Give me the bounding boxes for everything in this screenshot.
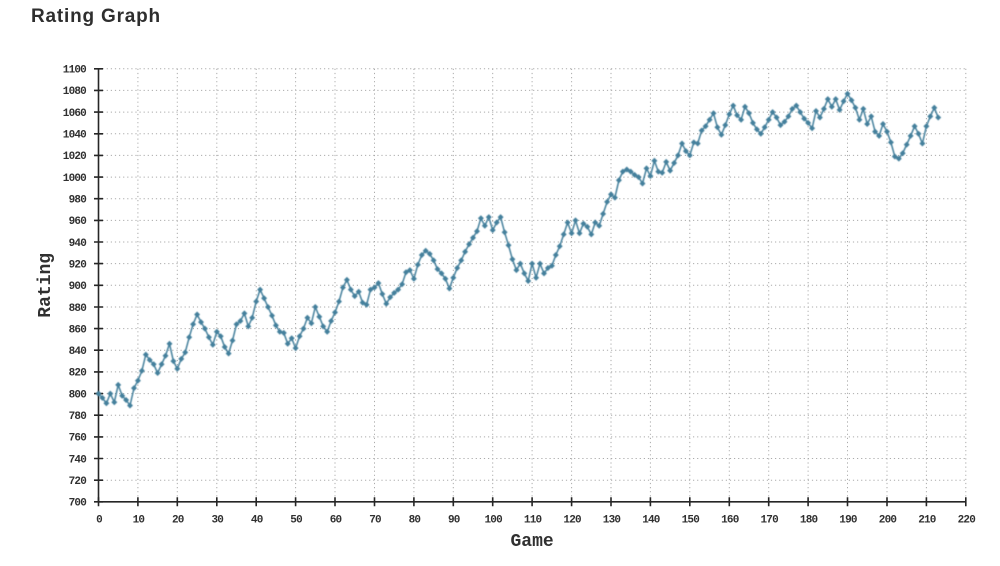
svg-text:170: 170 <box>760 514 778 526</box>
svg-text:820: 820 <box>69 368 87 380</box>
svg-text:980: 980 <box>69 195 87 207</box>
svg-text:160: 160 <box>721 514 739 526</box>
svg-text:860: 860 <box>69 324 87 336</box>
svg-text:100: 100 <box>484 514 502 526</box>
svg-text:200: 200 <box>879 514 897 526</box>
svg-text:840: 840 <box>69 346 87 358</box>
svg-text:140: 140 <box>642 514 660 526</box>
svg-text:Rating: Rating <box>36 253 56 318</box>
svg-text:Game: Game <box>510 532 553 552</box>
svg-text:760: 760 <box>69 433 87 445</box>
svg-text:130: 130 <box>603 514 621 526</box>
svg-text:180: 180 <box>800 514 818 526</box>
svg-text:0: 0 <box>96 514 102 526</box>
svg-text:780: 780 <box>69 411 87 423</box>
svg-text:210: 210 <box>918 514 936 526</box>
svg-text:30: 30 <box>211 514 223 526</box>
svg-text:900: 900 <box>69 281 87 293</box>
svg-text:70: 70 <box>369 514 381 526</box>
svg-text:940: 940 <box>69 238 87 250</box>
svg-text:220: 220 <box>958 514 976 526</box>
svg-text:700: 700 <box>69 498 87 510</box>
svg-text:50: 50 <box>290 514 302 526</box>
svg-text:110: 110 <box>524 514 542 526</box>
svg-text:40: 40 <box>251 514 263 526</box>
svg-text:90: 90 <box>448 514 460 526</box>
svg-text:880: 880 <box>69 303 87 315</box>
svg-text:800: 800 <box>69 389 87 401</box>
svg-text:1040: 1040 <box>63 130 86 142</box>
svg-text:1080: 1080 <box>63 86 86 98</box>
svg-text:1000: 1000 <box>63 173 86 185</box>
svg-text:80: 80 <box>409 514 421 526</box>
svg-text:720: 720 <box>69 476 87 488</box>
svg-text:60: 60 <box>330 514 342 526</box>
svg-text:960: 960 <box>69 216 87 228</box>
svg-text:920: 920 <box>69 259 87 271</box>
svg-text:1060: 1060 <box>63 108 86 120</box>
svg-text:740: 740 <box>69 454 87 466</box>
svg-text:150: 150 <box>682 514 700 526</box>
svg-text:20: 20 <box>172 514 184 526</box>
svg-text:1020: 1020 <box>63 151 86 163</box>
svg-text:190: 190 <box>839 514 857 526</box>
svg-text:10: 10 <box>133 514 145 526</box>
svg-text:1100: 1100 <box>63 65 86 77</box>
svg-text:120: 120 <box>563 514 581 526</box>
